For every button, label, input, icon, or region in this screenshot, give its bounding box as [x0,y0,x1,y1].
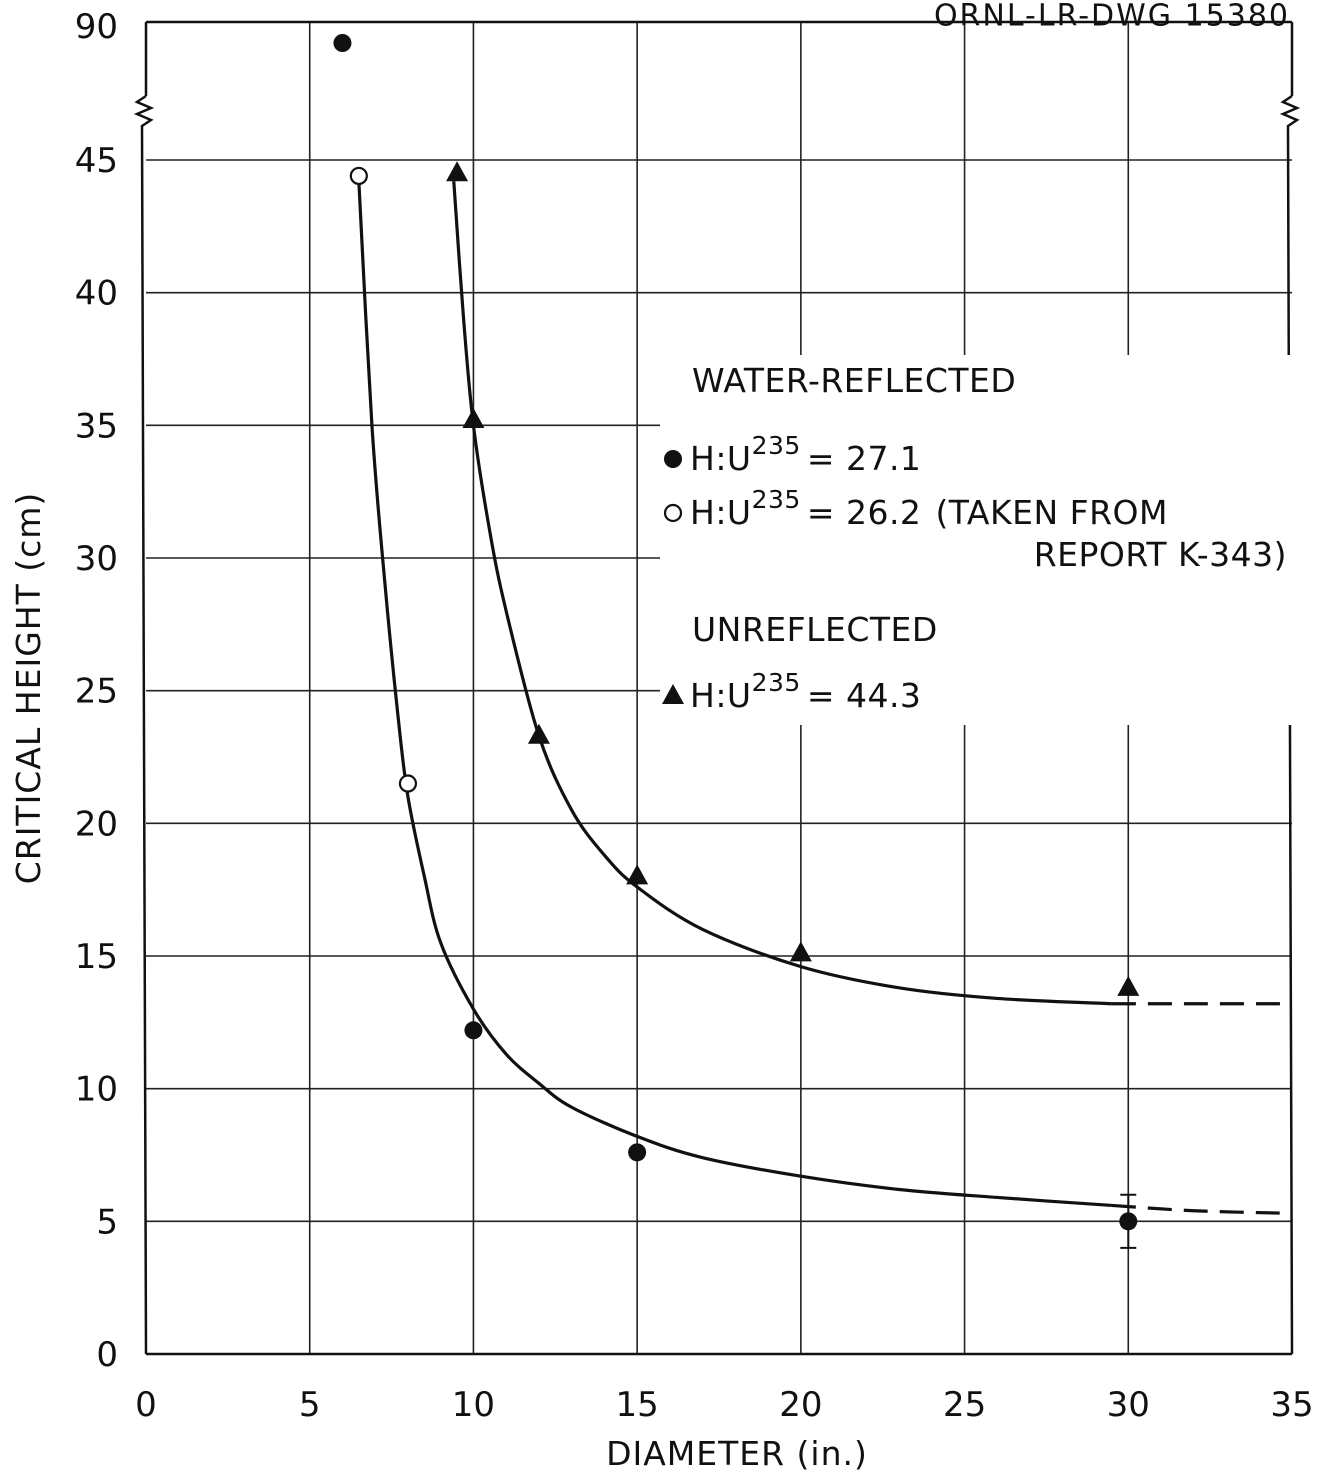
filled-triangle-marker [662,684,684,704]
open-circle-marker [398,774,418,793]
x-tick-label: 5 [299,1385,321,1425]
x-tick-label: 25 [943,1385,986,1425]
legend-entry-text: H:U235 = 44.3 [690,668,921,715]
y-tick-label: 45 [75,141,118,181]
legend-ratio-label: H:U [690,493,752,532]
legend-entry-text: H:U235 = 26.2 (TAKEN FROM [690,485,1168,532]
legend-ratio-value: = 44.3 [807,676,922,715]
legend-ratio-label: H:U [690,439,752,478]
x-tick-label: 15 [616,1385,659,1425]
x-tick-label: 20 [779,1385,822,1425]
legend-superscript: 235 [752,668,801,697]
legend-note-continued: REPORT K-343) [1034,535,1287,574]
y-axis-label: CRITICAL HEIGHT (cm) [9,492,48,885]
tick-labels: 0 5 10 15 20 25 30 35 0 5 10 15 20 25 30 35 40 45 90 [75,7,1314,1425]
x-tick-label: 10 [452,1385,495,1425]
y-tick-label: 35 [75,406,118,446]
y-tick-label: 10 [75,1070,118,1110]
filled-triangle-marker [527,723,550,744]
y-break-tick-label: 90 [75,7,118,47]
legend-note: (TAKEN FROM [935,493,1168,532]
legend-ratio-label: H:U [690,676,752,715]
legend-heading-water-reflected: WATER-REFLECTED [692,361,1016,400]
legend-ratio-value: = 26.2 [807,493,922,532]
legend-superscript: 235 [752,431,801,460]
curve-extension-water-reflected [1111,1203,1293,1215]
filled-triangle-marker [789,941,812,962]
legend-ratio-value: = 27.1 [807,439,922,478]
y-axis-line-break [133,22,155,1355]
plot-frame [133,20,1301,1356]
filled-triangle-marker [446,161,469,182]
y-tick-label: 30 [75,539,118,579]
y-tick-label: 25 [75,672,118,712]
filled-circle-marker [1119,1212,1138,1231]
y-tick-label: 20 [75,804,118,844]
open-circle-marker [349,166,368,186]
drawing-number: ORNL-LR-DWG 15380 [934,0,1290,34]
x-tick-label: 0 [135,1385,157,1425]
x-tick-label: 35 [1270,1385,1313,1425]
filled-triangle-marker [626,864,649,885]
y-tick-label: 0 [96,1335,118,1375]
legend-background [660,355,1292,725]
filled-circle-marker [464,1021,483,1040]
y-tick-label: 40 [75,274,118,314]
filled-circle-marker [333,34,352,52]
open-circle-marker [663,503,683,523]
legend-heading-unreflected: UNREFLECTED [692,610,938,649]
x-tick-label: 30 [1107,1385,1150,1425]
x-axis-label: DIAMETER (in.) [606,1434,868,1473]
legend-entry-text: H:U235 = 27.1 [690,431,921,478]
curve-water-reflected [357,181,1113,1208]
filled-triangle-marker [1117,975,1140,996]
filled-triangle-marker [462,408,485,429]
data-markers [333,34,1140,1249]
filled-circle-marker [628,1143,647,1162]
y-tick-label: 5 [96,1202,118,1242]
y-tick-label: 15 [75,937,118,977]
legend-superscript: 235 [752,485,801,514]
filled-circle-marker [664,450,682,468]
right-border-break [1279,22,1301,1355]
